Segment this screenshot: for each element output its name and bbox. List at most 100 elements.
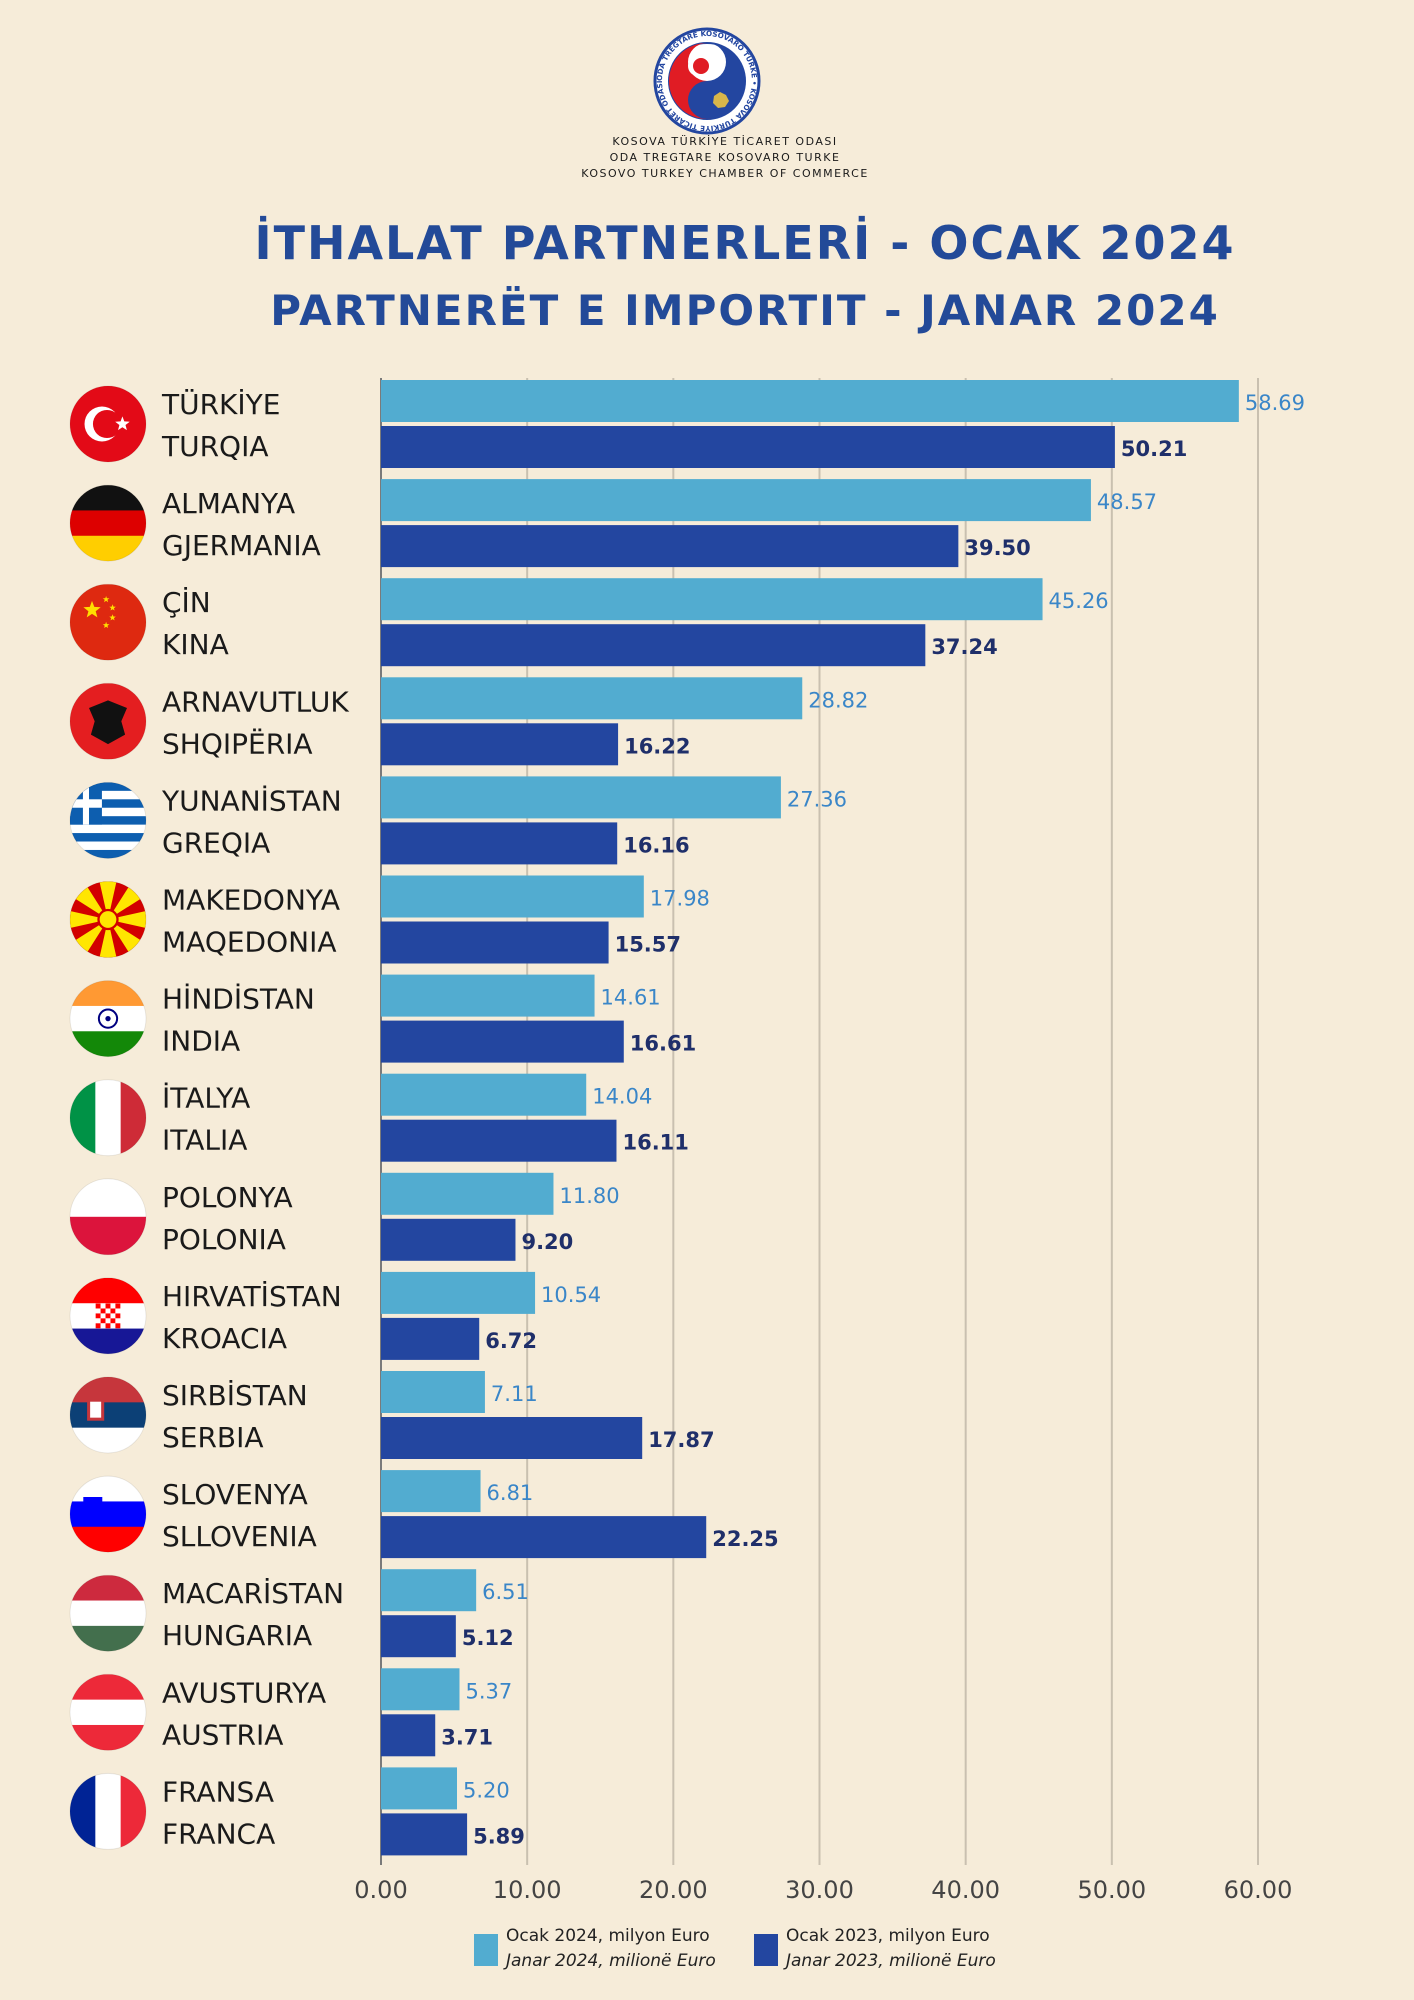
x-tick-label: 20.00 [639,1876,708,1904]
country-name-tr: MACARİSTAN [162,1577,344,1610]
bar-2024 [381,578,1043,621]
country-name-sq: AUSTRIA [162,1718,283,1751]
data-label-2024: 28.82 [808,688,868,712]
country-name-tr: YUNANİSTAN [161,784,342,817]
data-label-2023: 5.12 [462,1626,514,1650]
country-name-sq: KROACIA [162,1322,287,1355]
poland-flag-icon [69,1178,147,1256]
germany-flag-icon [69,484,147,562]
country-name-tr: ÇİN [162,586,211,619]
data-label-2024: 48.57 [1097,490,1157,514]
austria-flag-icon [69,1673,147,1751]
country-name-tr: POLONYA [162,1181,293,1214]
country-name-sq: INDIA [162,1025,240,1058]
organization-names: KOSOVA TÜRKİYE TİCARET ODASI ODA TREGTAR… [0,134,1414,182]
country-name-tr: HIRVATİSTAN [162,1280,342,1313]
x-tick-label: 40.00 [931,1876,1000,1904]
data-label-2023: 16.61 [630,1032,696,1056]
data-label-2023: 3.71 [441,1725,493,1749]
china-flag-icon [69,583,147,661]
data-label-2023: 22.25 [712,1527,778,1551]
data-label-2024: 14.61 [601,986,661,1010]
data-label-2023: 16.22 [624,734,690,758]
x-tick-label: 0.00 [354,1876,407,1904]
bar-2023 [381,1119,617,1162]
country-name-sq: KINA [162,628,229,661]
bar-2024 [381,677,803,720]
bar-2023 [381,1714,436,1757]
data-label-2024: 6.81 [487,1481,534,1505]
legend-label-2024-sq: Janar 2024, milionë Euro [503,1951,716,1971]
bar-2024 [381,1569,477,1612]
data-label-2024: 27.36 [787,787,847,811]
country-name-tr: FRANSA [162,1775,274,1808]
bar-2023 [381,1516,707,1559]
bar-2023 [381,1417,643,1459]
org-line-en: KOSOVO TURKEY CHAMBER OF COMMERCE [581,167,869,180]
data-label-2023: 16.11 [622,1131,688,1155]
legend-swatch-2024 [474,1934,498,1966]
country-name-tr: SIRBİSTAN [162,1379,308,1412]
country-name-tr: ARNAVUTLUK [162,685,349,718]
bar-2023 [381,624,926,667]
bar-2024 [381,1073,587,1116]
country-name-sq: FRANCA [162,1817,275,1850]
country-name-tr: TÜRKİYE [161,387,280,421]
data-label-2024: 11.80 [559,1184,619,1208]
country-name-sq: GREQIA [162,826,270,859]
data-label-2023: 50.21 [1121,437,1187,461]
data-label-2023: 9.20 [521,1230,573,1254]
country-name-tr: SLOVENYA [162,1478,308,1511]
country-name-tr: HİNDİSTAN [162,983,315,1016]
x-tick-label: 30.00 [785,1876,854,1904]
bar-2024 [381,1271,536,1314]
country-name-sq: TURQIA [161,430,269,463]
country-name-sq: POLONIA [162,1223,286,1256]
india-flag-icon [69,980,147,1058]
bar-2023 [381,1615,456,1658]
bar-2024 [381,1470,481,1513]
chamber-logo-icon: ODA TREGTARE KOSOVARO TURKE • KOSOVA TÜR… [653,27,761,135]
legend-label-2023-tr: Ocak 2023, milyon Euro [786,1926,990,1946]
bar-2023 [381,921,609,964]
data-label-2024: 10.54 [541,1283,601,1307]
data-label-2024: 14.04 [592,1085,652,1109]
serbia-flag-icon [69,1376,147,1454]
turkey-flag-icon [69,385,147,463]
country-name-tr: ALMANYA [162,487,295,520]
bar-2024 [381,1371,485,1413]
country-name-tr: İTALYA [162,1082,250,1115]
bar-2023 [381,1020,624,1063]
data-label-2023: 16.16 [623,833,689,857]
data-label-2024: 7.11 [491,1382,538,1406]
bar-2023 [381,426,1115,468]
country-name-sq: SLLOVENIA [162,1520,317,1553]
org-line-tr: KOSOVA TÜRKİYE TİCARET ODASI [612,135,838,148]
chart-title: İTHALAT PARTNERLERİ - OCAK 2024 [254,216,1236,270]
croatia-flag-icon [69,1277,147,1355]
x-tick-label: 10.00 [493,1876,562,1904]
data-label-2023: 37.24 [931,635,997,659]
greece-flag-icon [69,781,147,859]
bar-2024 [381,1668,460,1711]
france-flag-icon [69,1772,147,1850]
legend-swatch-2023 [754,1934,778,1966]
country-name-sq: HUNGARIA [162,1619,312,1652]
data-label-2023: 17.87 [648,1428,714,1452]
country-name-sq: SERBIA [162,1421,264,1454]
data-label-2024: 5.20 [463,1778,510,1802]
bar-2024 [381,1767,458,1810]
albania-flag-icon [69,682,147,760]
bar-2023 [381,1218,516,1261]
chamber-logo: ODA TREGTARE KOSOVARO TURKE • KOSOVA TÜR… [0,26,1414,141]
x-tick-label: 50.00 [1077,1876,1146,1904]
data-label-2024: 45.26 [1049,589,1109,613]
bar-2023 [381,1813,468,1856]
italy-flag-icon [69,1079,147,1157]
country-name-sq: ITALIA [162,1124,247,1157]
data-label-2023: 6.72 [485,1329,537,1353]
slovenia-flag-icon [69,1475,147,1553]
data-label-2023: 5.89 [473,1824,525,1848]
org-line-sq: ODA TREGTARE KOSOVARO TURKE [609,151,841,164]
